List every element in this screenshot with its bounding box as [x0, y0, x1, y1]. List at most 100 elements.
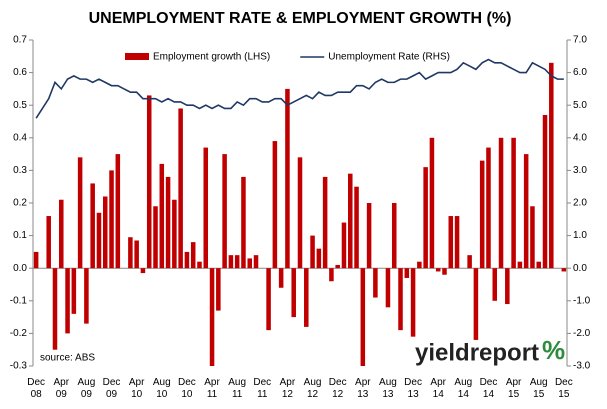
- bar: [492, 268, 498, 301]
- x-tick-label: Aug 15: [529, 377, 548, 400]
- y2-tick-label: 6.0: [573, 67, 587, 78]
- bar: [159, 163, 165, 269]
- bar: [33, 251, 39, 269]
- bar: [297, 157, 303, 269]
- y2-tick-label: 2.0: [573, 198, 587, 209]
- bar: [228, 255, 234, 269]
- bar: [479, 160, 485, 269]
- y-tick-label: 0.0: [13, 263, 27, 274]
- bar: [360, 268, 366, 366]
- bar: [316, 248, 322, 269]
- x-tick-label: Aug 10: [152, 377, 171, 400]
- bar: [542, 114, 548, 269]
- bar: [429, 137, 435, 269]
- bar: [467, 255, 472, 269]
- x-tick-label: Dec 13: [404, 377, 422, 400]
- bar: [272, 141, 278, 269]
- y2-tick-label: -1.0: [573, 295, 591, 306]
- x-tick-label: Dec 15: [554, 377, 573, 400]
- bar: [140, 268, 146, 274]
- bar: [46, 216, 51, 269]
- bar: [505, 268, 510, 305]
- bar: [184, 251, 190, 269]
- bar: [65, 268, 70, 334]
- x-tick-label: Apr 09: [53, 377, 70, 400]
- bar: [172, 199, 177, 269]
- bar: [442, 268, 447, 275]
- bar: [329, 268, 334, 282]
- bar: [109, 170, 114, 269]
- bar: [549, 62, 554, 269]
- y-tick-label: 0.6: [13, 67, 27, 78]
- bar: [241, 176, 246, 269]
- bar: [473, 268, 479, 340]
- bar: [354, 186, 359, 269]
- x-tick-label: Aug 13: [379, 377, 397, 400]
- bar: [291, 268, 296, 318]
- bar: [410, 268, 416, 337]
- bar: [523, 154, 529, 269]
- bar: [398, 268, 403, 331]
- bar: [530, 206, 535, 269]
- x-tick-label: Dec 12: [328, 377, 347, 400]
- y2-tick-label: 3.0: [573, 165, 587, 176]
- bar: [511, 137, 516, 269]
- bar: [115, 154, 121, 269]
- bar: [234, 255, 240, 269]
- bar: [209, 268, 215, 366]
- y-tick-label: 0.3: [13, 165, 27, 176]
- y2-tick-label: 0.0: [573, 263, 587, 274]
- y-tick-label: -0.1: [10, 295, 28, 306]
- bar: [536, 261, 541, 269]
- x-tick-label: Dec 14: [479, 377, 498, 400]
- x-tick-label: Dec 10: [178, 377, 196, 400]
- y2-tick-label: 7.0: [573, 35, 587, 46]
- bar: [203, 147, 209, 269]
- bar: [310, 235, 315, 269]
- y2-tick-label: -2.0: [573, 328, 591, 339]
- bar: [266, 268, 271, 331]
- y2-tick-label: 5.0: [573, 100, 587, 111]
- bar: [128, 237, 133, 269]
- legend-label: Unemployment Rate (RHS): [328, 52, 450, 63]
- legend-swatch: [125, 53, 149, 60]
- y2-tick-label: 1.0: [573, 230, 587, 241]
- bar: [216, 268, 221, 311]
- bar: [253, 255, 259, 269]
- bar: [417, 261, 422, 269]
- x-tick-label: Aug 12: [303, 377, 322, 400]
- x-tick-label: Aug 14: [454, 377, 473, 400]
- legend-label: Employment growth (LHS): [153, 52, 270, 63]
- bar: [285, 88, 290, 269]
- bar: [222, 154, 227, 269]
- bar: [165, 176, 171, 269]
- y-tick-label: -0.3: [10, 361, 28, 372]
- bar: [341, 222, 347, 269]
- bar: [153, 206, 158, 269]
- bar: [423, 167, 428, 269]
- bar: [322, 176, 328, 269]
- x-tick-label: Apr 15: [505, 377, 522, 400]
- x-tick-label: Dec 08: [27, 377, 46, 400]
- y-tick-label: 0.4: [13, 132, 27, 143]
- x-tick-label: Apr 10: [128, 377, 145, 400]
- bar: [498, 137, 504, 269]
- bar: [335, 264, 340, 269]
- bar: [52, 268, 58, 350]
- y-tick-label: 0.1: [13, 230, 27, 241]
- bar: [146, 95, 152, 269]
- bar: [366, 203, 372, 269]
- bar: [134, 240, 139, 269]
- logo-symbol: %: [542, 335, 565, 365]
- y-tick-label: 0.7: [13, 35, 27, 46]
- bar: [197, 261, 202, 269]
- bar: [190, 242, 196, 269]
- bar: [77, 157, 83, 269]
- bar: [347, 173, 353, 269]
- y-tick-label: 0.5: [13, 100, 27, 111]
- bar: [404, 268, 410, 278]
- bar: [486, 147, 491, 269]
- x-tick-label: Apr 13: [355, 377, 371, 400]
- y-tick-label: -0.2: [10, 328, 28, 339]
